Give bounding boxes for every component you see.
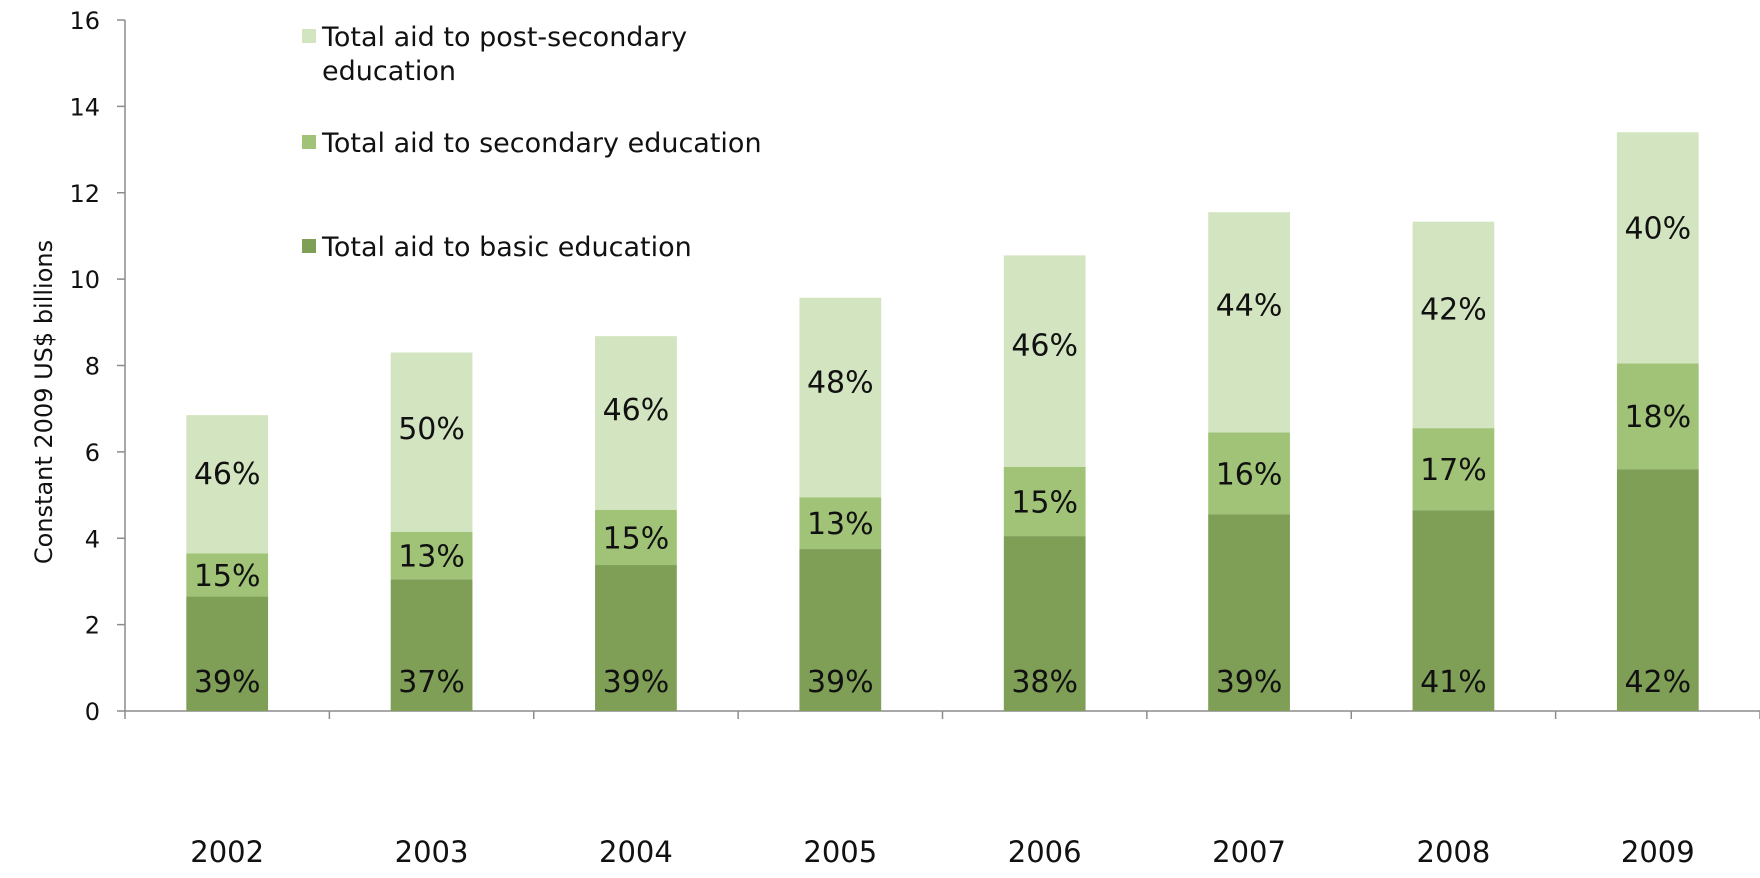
segment-data-label: 42% [1420,292,1487,327]
segment-data-label: 15% [1011,486,1078,521]
segment-data-label: 48% [807,365,874,400]
bar-segment [1616,132,1699,364]
legend-label: education [322,56,456,87]
legend-swatch [302,239,316,253]
y-tick-label: 6 [85,439,100,467]
bar-segment [1412,221,1495,429]
legend-label: Total aid to post-secondary [321,22,687,53]
y-tick-label: 12 [69,180,100,208]
segment-data-label: 42% [1624,665,1691,700]
bar-segment [186,553,269,597]
bar-segment [595,509,677,566]
y-tick-label: 0 [85,698,100,726]
bar-segment [1616,469,1699,711]
segment-data-label: 44% [1216,289,1283,324]
legend-label: Total aid to secondary education [321,128,762,159]
bar-segment [799,297,882,498]
bar-segment [186,596,269,711]
segment-data-label: 39% [194,665,261,700]
bar-segment [799,497,882,550]
bar-segment [799,549,882,711]
bar-segment [1412,428,1495,511]
bar-segment [1003,466,1086,537]
bar-segment [595,336,677,510]
x-tick-label: 2005 [803,835,877,869]
y-tick-label: 14 [69,93,100,121]
segment-data-label: 15% [603,521,670,556]
segment-data-label: 38% [1011,665,1078,700]
segment-data-label: 39% [1216,665,1283,700]
x-tick-label: 2009 [1621,835,1695,869]
x-tick-label: 2006 [1008,835,1082,869]
segment-data-label: 50% [398,412,465,447]
segment-data-label: 17% [1420,453,1487,488]
y-axis-label: Constant 2009 US$ billions [30,240,58,564]
segment-data-label: 37% [398,665,465,700]
segment-data-label: 40% [1624,211,1691,246]
bar-segment [390,579,473,711]
segment-data-label: 13% [807,507,874,542]
x-tick-label: 2007 [1212,835,1286,869]
bar-segment [595,565,677,711]
segment-data-label: 18% [1624,400,1691,435]
bar-segment [1003,255,1086,467]
segment-data-label: 46% [603,393,670,428]
segment-data-label: 15% [194,559,261,594]
x-tick-label: 2004 [599,835,673,869]
y-tick-label: 8 [85,353,100,381]
y-tick-label: 4 [85,525,100,553]
bar-segment [1208,432,1290,515]
x-tick-label: 2003 [395,835,469,869]
y-tick-label: 10 [69,266,100,294]
segment-data-label: 39% [603,665,670,700]
segment-data-label: 46% [194,457,261,492]
bar-segment [390,531,473,580]
bar-segment [1616,363,1699,470]
bars [186,132,1699,711]
segment-data-label: 41% [1420,665,1487,700]
bar-segment [1003,536,1086,711]
y-tick-label: 16 [69,7,100,35]
bar-segment [1412,510,1495,711]
legend-swatch [302,29,316,43]
segment-data-label: 46% [1011,328,1078,363]
bar-segment [390,352,473,532]
y-axis: 0 2 4 6 8 10 12 14 16 [69,7,126,726]
segment-data-label: 13% [398,540,465,575]
bar-segment [1208,514,1290,711]
x-tick-label: 2008 [1417,835,1491,869]
bar-segment [186,415,269,554]
legend-swatch [302,135,316,149]
y-tick-label: 2 [85,612,100,640]
legend-label: Total aid to basic education [321,232,692,263]
x-axis: 2002 2003 2004 2005 2006 2007 2008 2009 [124,710,1760,869]
bar-segment [1208,212,1290,433]
segment-data-label: 16% [1216,457,1283,492]
segment-labels: 39% 15% 46% 37% 13% 50% 39% 15% 46% 39% 13% 48% 38% 1… [194,211,1691,700]
segment-data-label: 39% [807,665,874,700]
x-tick-label: 2002 [190,835,264,869]
